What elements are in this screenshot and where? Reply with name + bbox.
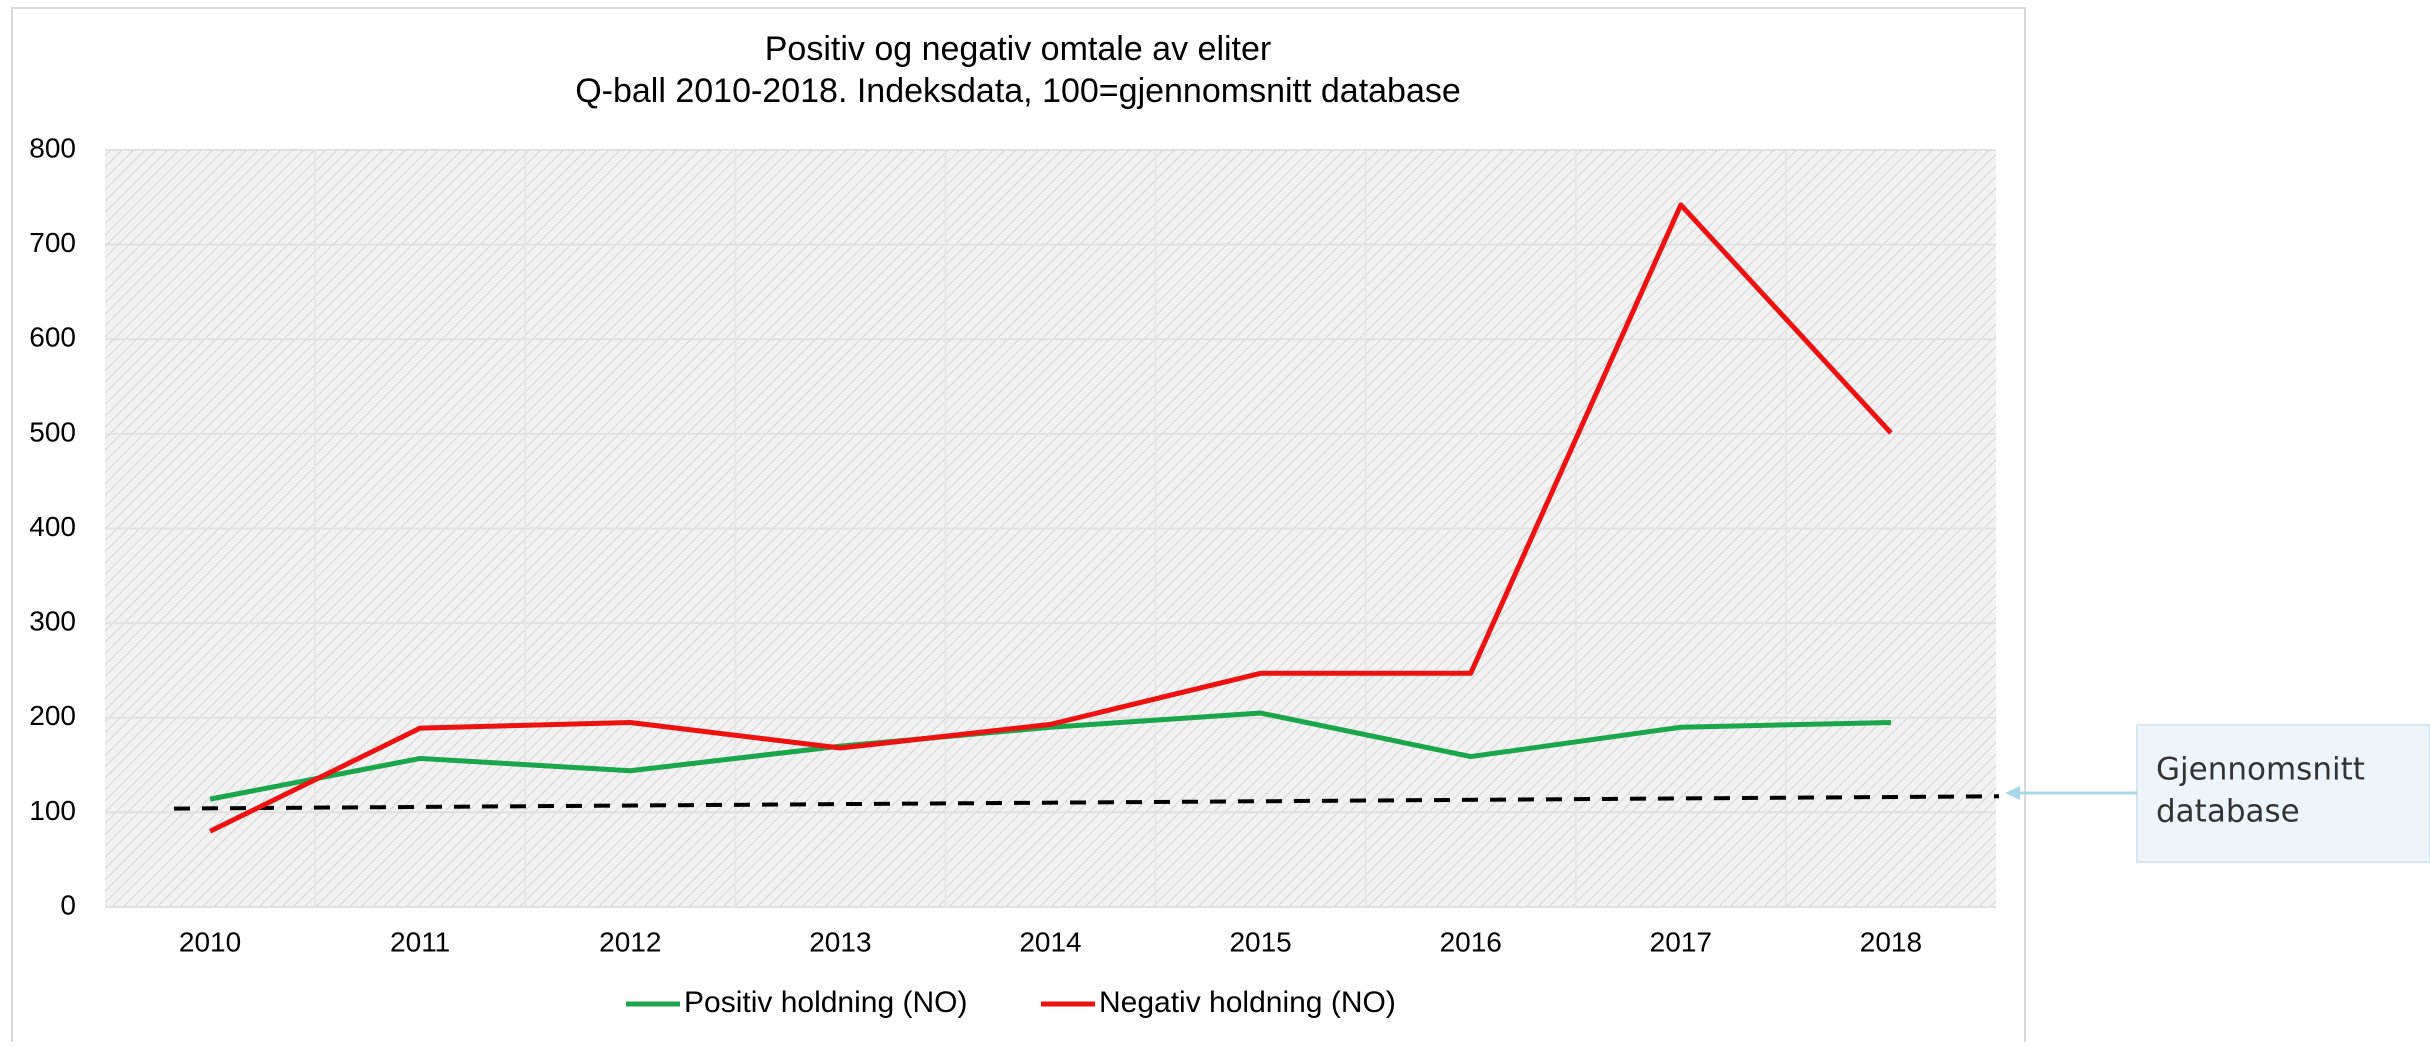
y-tick-label: 500: [29, 416, 76, 447]
x-tick-label: 2012: [599, 926, 661, 957]
annotation-text: database: [2156, 794, 2300, 830]
y-tick-label: 400: [29, 511, 76, 542]
y-tick-label: 800: [29, 132, 76, 163]
legend-label: Negativ holdning (NO): [1099, 986, 1396, 1019]
x-tick-label: 2013: [809, 926, 871, 957]
x-tick-label: 2014: [1019, 926, 1081, 957]
y-tick-label: 300: [29, 606, 76, 637]
annotation-text: Gjennomsnitt: [2156, 752, 2365, 788]
x-tick-label: 2017: [1650, 926, 1712, 957]
legend-label: Positiv holdning (NO): [684, 986, 967, 1019]
series-line: [209, 710, 1891, 802]
y-tick-label: 0: [60, 889, 76, 920]
series-line: [208, 202, 1893, 834]
chart-subtitle: Q-ball 2010-2018. Indeksdata, 100=gjenno…: [575, 72, 1461, 110]
chart-title: Positiv og negativ omtale av eliter: [765, 30, 1271, 68]
y-tick-label: 700: [29, 227, 76, 258]
x-tick-label: 2011: [390, 926, 450, 957]
average-line: [173, 794, 2000, 811]
annotation-arrowhead: [2005, 786, 2020, 800]
y-tick-label: 600: [29, 322, 76, 353]
x-tick-label: 2015: [1229, 926, 1291, 957]
x-tick-label: 2018: [1860, 926, 1922, 957]
x-tick-label: 2010: [179, 926, 241, 957]
y-tick-label: 200: [29, 700, 76, 731]
x-tick-label: 2016: [1440, 926, 1502, 957]
y-tick-label: 100: [29, 795, 76, 826]
